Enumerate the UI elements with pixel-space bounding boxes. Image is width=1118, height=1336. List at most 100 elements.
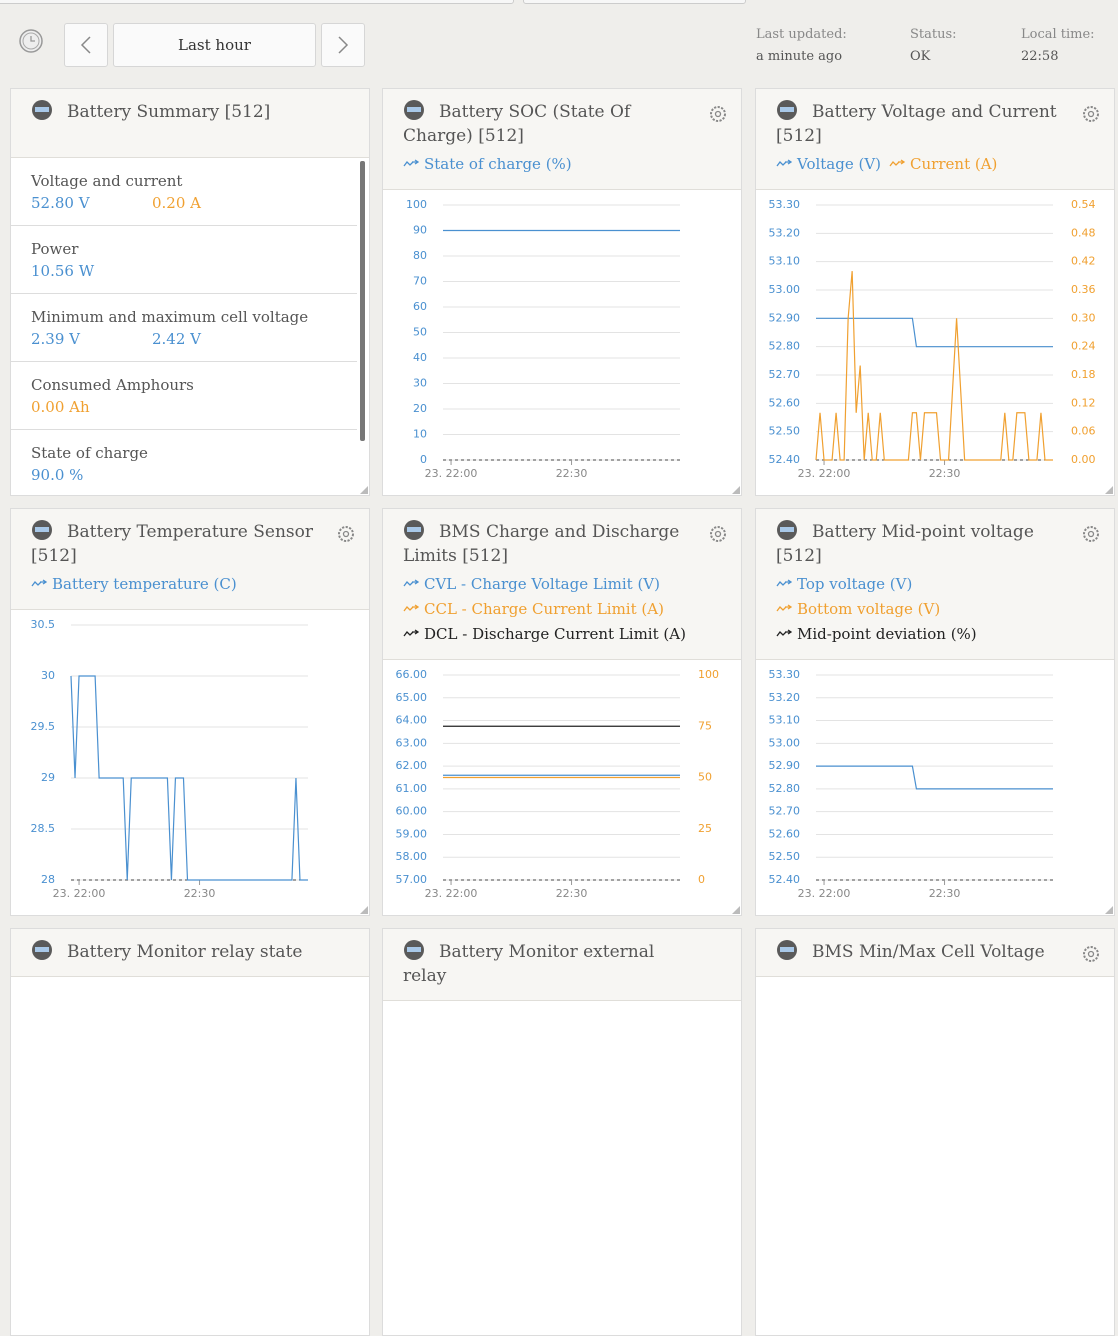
status: Status: OK <box>910 24 957 68</box>
next-button[interactable] <box>321 23 365 67</box>
previous-button[interactable] <box>64 23 108 67</box>
widget-header: Battery Voltage and Current [512] Voltage… <box>756 89 1114 190</box>
legend-item[interactable]: State of charge (%) <box>403 155 572 173</box>
gear-inner <box>714 110 722 118</box>
widget: Battery Monitor external relay <box>382 928 742 1336</box>
y-tick-label: 53.10 <box>769 714 801 727</box>
legend-icon <box>403 629 420 637</box>
widget-header: BMS Min/Max Cell Voltage <box>756 929 1114 977</box>
y-tick-label: 52.90 <box>769 759 801 772</box>
chart: 52.40 52.50 52.60 52.70 52.80 52.90 53.00 53.10… <box>769 668 1053 900</box>
y-tick-label: 52.50 <box>769 425 801 438</box>
legend-item[interactable]: Mid-point deviation (%) <box>776 622 1062 647</box>
resize-handle[interactable] <box>1105 486 1113 494</box>
x-tick-label: 22:30 <box>556 887 588 900</box>
y-tick-label: 60 <box>413 300 427 313</box>
widget-title-row: Battery Summary [512] <box>31 99 325 124</box>
time-range-button[interactable]: Last hour <box>113 23 316 67</box>
battery-icon <box>404 100 424 120</box>
resize-handle[interactable] <box>1105 906 1113 914</box>
x-tick-label: 22:30 <box>184 887 216 900</box>
y-tick-label: 52.50 <box>769 850 801 863</box>
icon-band <box>35 947 49 952</box>
legend-icon <box>776 629 793 637</box>
settings-icon[interactable] <box>709 105 727 123</box>
resize-handle[interactable] <box>732 486 740 494</box>
legend-label: Voltage (V) <box>797 155 882 173</box>
item-value: 10.56 W <box>31 262 95 280</box>
y-tick-label: 59.00 <box>396 827 428 840</box>
legend-label: Mid-point deviation (%) <box>797 625 977 643</box>
battery-icon <box>777 100 797 120</box>
widget-header: Battery Summary [512] <box>11 89 369 158</box>
gear-inner <box>714 530 722 538</box>
clock-icon[interactable] <box>18 28 44 54</box>
legend-item[interactable]: Current (A) <box>889 155 997 173</box>
widget: BMS Charge and Discharge Limits [512] CVL… <box>382 508 742 916</box>
legend-icon <box>31 579 48 587</box>
legend-label: Current (A) <box>910 155 998 173</box>
y2-tick-label: 0 <box>698 873 705 886</box>
legend-item[interactable]: DCL - Discharge Current Limit (A) <box>403 622 689 647</box>
legend-item[interactable]: CVL - Charge Voltage Limit (V) <box>403 572 689 597</box>
y2-tick-label: 0.00 <box>1071 453 1096 466</box>
legend-glyph <box>403 579 420 587</box>
resize-handle[interactable] <box>360 906 368 914</box>
y-tick-label: 90 <box>413 224 427 237</box>
y-tick-label: 57.00 <box>396 873 428 886</box>
widget-title: BMS Charge and Discharge Limits [512] <box>403 522 680 566</box>
y-tick-label: 58.00 <box>396 850 428 863</box>
y-tick-label: 20 <box>413 402 427 415</box>
y2-tick-label: 0.54 <box>1071 198 1096 211</box>
y-tick-label: 100 <box>406 198 427 211</box>
local-time: Local time: 22:58 <box>1021 24 1095 68</box>
widget-title-row: Battery SOC (State Of Charge) [512] <box>403 99 697 148</box>
settings-icon[interactable] <box>709 525 727 543</box>
x-tick-label: 23. 22:00 <box>425 887 478 900</box>
widget-title-row: Battery Voltage and Current [512] <box>776 99 1070 148</box>
settings-icon[interactable] <box>337 525 355 543</box>
y-tick-label: 30.5 <box>31 618 56 631</box>
widget-title-row: BMS Min/Max Cell Voltage <box>776 939 1070 964</box>
legend-item[interactable]: Bottom voltage (V) <box>776 597 1062 622</box>
input-box[interactable] <box>523 0 746 4</box>
y-tick-label: 28 <box>41 873 55 886</box>
legend-item[interactable]: CCL - Charge Current Limit (A) <box>403 597 689 622</box>
resize-glyph <box>360 906 368 914</box>
settings-icon[interactable] <box>1082 945 1100 963</box>
icon-band <box>407 947 421 952</box>
settings-icon[interactable] <box>1082 105 1100 123</box>
widget-title: Battery Summary [512] <box>67 102 271 122</box>
legend-item[interactable]: Voltage (V) <box>776 155 881 173</box>
legend-icon <box>776 159 793 167</box>
input-box[interactable] <box>0 0 514 4</box>
y-tick-label: 53.30 <box>769 198 801 211</box>
resize-handle[interactable] <box>360 486 368 494</box>
legend-label: Bottom voltage (V) <box>797 600 941 618</box>
widget-header: Battery Mid-point voltage [512] Top volta… <box>756 509 1114 660</box>
series-line <box>815 271 1053 461</box>
resize-handle[interactable] <box>732 906 740 914</box>
y-tick-label: 52.90 <box>769 311 801 324</box>
widget: Battery Summary [512] Voltage and current… <box>10 88 370 496</box>
y-tick-label: 29.5 <box>31 720 56 733</box>
y-tick-label: 53.00 <box>769 283 801 296</box>
y-tick-label: 60.00 <box>396 805 428 818</box>
widget-title: Battery Mid-point voltage [512] <box>776 522 1034 566</box>
icon-band <box>780 947 794 952</box>
settings-icon[interactable] <box>1082 525 1100 543</box>
legend-glyph <box>403 159 420 167</box>
gear-outer <box>338 526 354 542</box>
y2-tick-label: 0.24 <box>1071 340 1096 353</box>
y-tick-label: 52.70 <box>769 368 801 381</box>
y-tick-label: 61.00 <box>396 782 428 795</box>
legend-label: CVL - Charge Voltage Limit (V) <box>424 575 660 593</box>
widget: Battery Temperature Sensor [512] Battery … <box>10 508 370 916</box>
y-tick-label: 28.5 <box>31 822 56 835</box>
y-tick-label: 53.10 <box>769 255 801 268</box>
legend-label: DCL - Discharge Current Limit (A) <box>424 625 686 643</box>
legend-item[interactable]: Top voltage (V) <box>776 572 1062 597</box>
y2-tick-label: 50 <box>698 771 712 784</box>
legend-item[interactable]: Battery temperature (C) <box>31 575 237 593</box>
